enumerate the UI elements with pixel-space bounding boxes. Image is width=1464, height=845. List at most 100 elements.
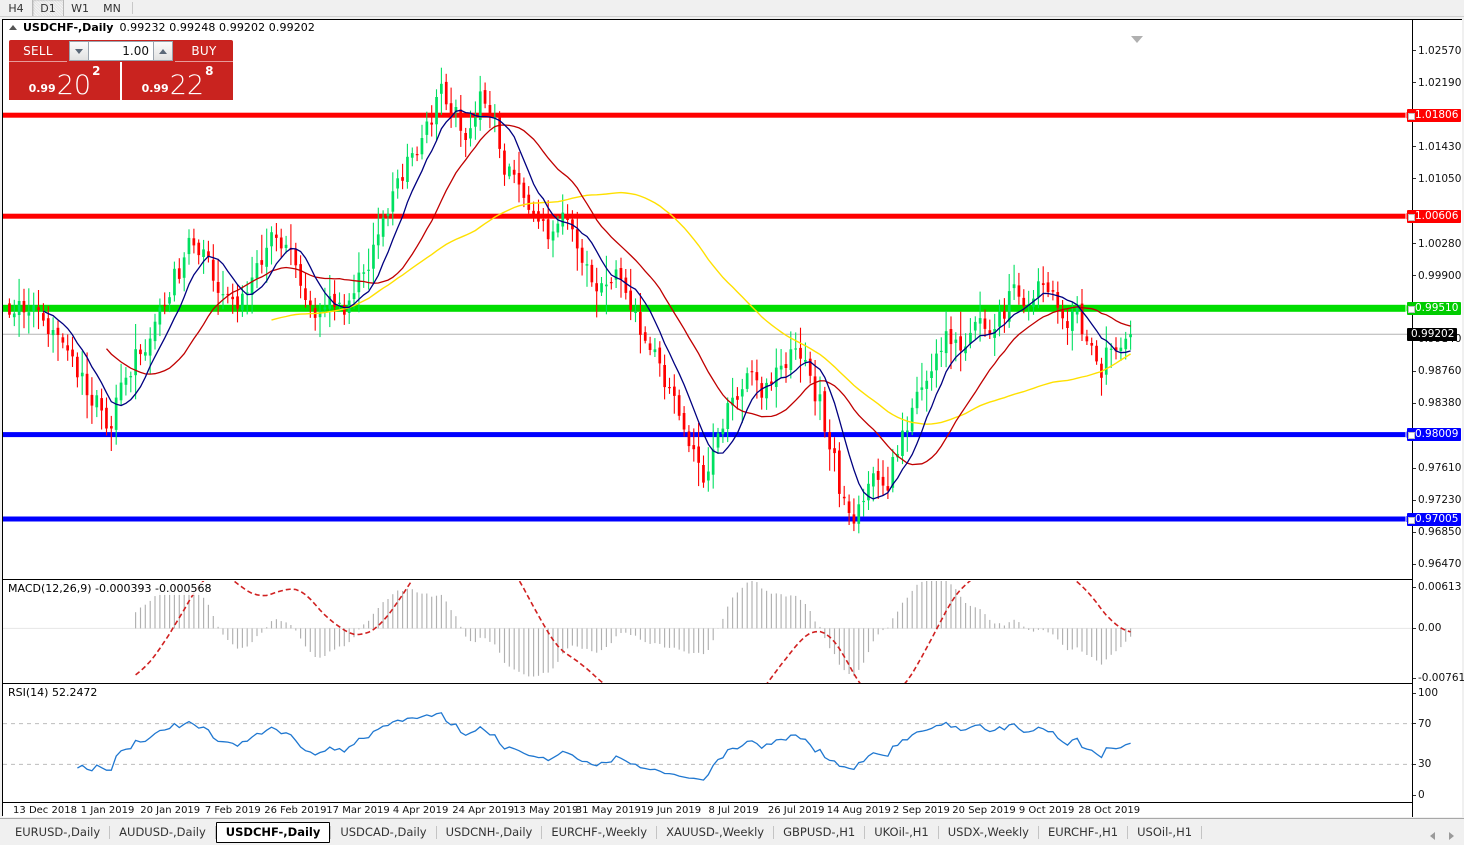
macd-pane[interactable]: MACD(12,26,9) -0.000393 -0.000568 <box>3 581 1413 684</box>
date-tick: 8 Jul 2019 <box>708 805 759 816</box>
price-tick: 0.97610 <box>1413 462 1463 474</box>
chevron-down-icon <box>75 48 83 54</box>
chart-tab-ukoil-h1[interactable]: UKOil-,H1 <box>874 825 929 839</box>
level-price-chip-resistance[interactable]: 1.00606 <box>1407 209 1462 223</box>
volume-increase-button[interactable] <box>153 41 173 61</box>
chart-tab-usdcad-daily[interactable]: USDCAD-,Daily <box>340 825 427 839</box>
sell-price-prefix: 0.99 <box>28 82 56 95</box>
chart-tab-gbpusd-h1[interactable]: GBPUSD-,H1 <box>783 825 856 839</box>
tab-divider <box>773 825 775 839</box>
date-tick: 9 Oct 2019 <box>1018 805 1075 816</box>
sell-button[interactable]: SELL <box>9 40 67 62</box>
timeframe-d1[interactable]: D1 <box>32 0 64 16</box>
level-price-chip-pivot[interactable]: 0.99510 <box>1407 301 1462 315</box>
scroll-position-marker-icon[interactable] <box>1131 36 1143 43</box>
date-tick: 24 Apr 2019 <box>452 805 515 816</box>
price-tick: 0.96850 <box>1413 526 1463 538</box>
date-tick: 17 Mar 2019 <box>326 805 390 816</box>
tab-scroll-controls <box>1430 832 1454 840</box>
date-axis[interactable]: 13 Dec 2018 1 Jan 2019 20 Jan 2019 7 Feb 20… <box>3 804 1413 817</box>
level-price-chip-support[interactable]: 0.98009 <box>1407 428 1462 442</box>
tab-divider <box>1201 825 1203 839</box>
rsi-tick: 70 <box>1413 718 1463 730</box>
price-scale[interactable]: 1.02570 1.02190 1.01430 1.01050 1.00280 0.999… <box>1407 20 1464 817</box>
scroll-left-icon[interactable] <box>1430 832 1435 840</box>
date-tick: 13 May 2019 <box>513 805 579 816</box>
collapse-triangle-icon[interactable] <box>9 25 17 30</box>
tab-divider <box>864 825 866 839</box>
level-price-chip-resistance[interactable]: 1.01806 <box>1407 108 1462 122</box>
chart-tab-audusd-daily[interactable]: AUDUSD-,Daily <box>119 825 206 839</box>
chart-tab-usdcnh-daily[interactable]: USDCNH-,Daily <box>445 825 533 839</box>
buy-price-fraction: 8 <box>205 64 214 78</box>
macd-chart <box>3 581 1413 683</box>
sell-price-cell[interactable]: 0.99 20 2 <box>9 62 120 100</box>
macd-tick: 0.00613 <box>1413 581 1463 593</box>
timeframe-toolbar: H4 D1 W1 MN <box>0 0 1464 17</box>
tab-divider <box>214 825 216 839</box>
buy-button[interactable]: BUY <box>175 40 233 62</box>
chart-tab-strip: EURUSD-,Daily AUDUSD-,Daily USDCHF-,Daily U… <box>0 818 1464 845</box>
date-tick: 2 Sep 2019 <box>892 805 950 816</box>
trade-panel-top-row: SELL 1.00 BUY <box>9 40 233 62</box>
scroll-right-icon[interactable] <box>1449 832 1454 840</box>
price-tick: 1.02570 <box>1413 45 1463 57</box>
date-tick: 31 May 2019 <box>575 805 641 816</box>
buy-price-cell[interactable]: 0.99 22 8 <box>122 62 233 100</box>
chart-tab-eurusd-daily[interactable]: EURUSD-,Daily <box>15 825 101 839</box>
date-tick: 13 Dec 2018 <box>13 805 77 816</box>
price-tick: 1.01050 <box>1413 173 1463 185</box>
buy-price-main: 22 <box>169 70 205 101</box>
volume-decrease-button[interactable] <box>69 41 89 61</box>
chart-symbol-label: USDCHF-,Daily <box>23 21 114 34</box>
tab-divider <box>937 825 939 839</box>
chart-tab-eurchf-weekly[interactable]: EURCHF-,Weekly <box>551 825 648 839</box>
price-tick: 0.98380 <box>1413 397 1463 409</box>
timeframe-h4[interactable]: H4 <box>8 1 24 15</box>
timeframe-w1[interactable]: W1 <box>71 1 89 15</box>
tab-divider <box>435 825 437 839</box>
level-price-chip-support[interactable]: 0.97005 <box>1407 512 1462 526</box>
timeframe-mn[interactable]: MN <box>103 1 121 15</box>
rsi-tick: 100 <box>1413 687 1463 699</box>
date-tick: 19 Jun 2019 <box>640 805 702 816</box>
price-tick: 0.99900 <box>1413 270 1463 282</box>
sell-price-main: 20 <box>56 70 92 101</box>
chart-tab-usdchf-daily[interactable]: USDCHF-,Daily <box>215 821 331 843</box>
date-tick: 20 Sep 2019 <box>952 805 1016 816</box>
chart-tab-usoil-h1[interactable]: USOil-,H1 <box>1137 825 1193 839</box>
rsi-label: RSI(14) 52.2472 <box>7 686 99 699</box>
rsi-pane[interactable]: RSI(14) 52.2472 <box>3 685 1413 803</box>
sell-price-fraction: 2 <box>92 64 101 78</box>
chart-window: USDCHF-,Daily 0.99232 0.99248 0.99202 0.… <box>2 19 1464 817</box>
volume-stepper: 1.00 <box>67 40 175 62</box>
chart-tab-usdx-weekly[interactable]: USDX-,Weekly <box>947 825 1029 839</box>
toolbar-divider <box>132 2 133 14</box>
tab-divider <box>330 825 332 839</box>
date-tick: 28 Oct 2019 <box>1078 805 1141 816</box>
one-click-trading-panel: SELL 1.00 BUY 0.99 20 2 0.99 22 8 <box>9 40 233 100</box>
price-tick: 0.97230 <box>1413 494 1463 506</box>
price-pane[interactable] <box>3 35 1413 580</box>
macd-label: MACD(12,26,9) -0.000393 -0.000568 <box>7 582 213 595</box>
price-tick: 0.98760 <box>1413 365 1463 377</box>
date-tick: 4 Apr 2019 <box>392 805 449 816</box>
chart-ohlc-label: 0.99232 0.99248 0.99202 0.99202 <box>119 21 315 34</box>
candlestick-chart <box>3 67 1413 534</box>
volume-input[interactable]: 1.00 <box>89 41 153 61</box>
macd-tick: -0.007612 <box>1413 672 1464 684</box>
chart-tab-eurchf-h1[interactable]: EURCHF-,H1 <box>1047 825 1119 839</box>
date-tick: 20 Jan 2019 <box>140 805 201 816</box>
rsi-chart <box>3 712 1413 781</box>
rsi-tick: 0 <box>1413 789 1463 801</box>
tab-divider <box>1127 825 1129 839</box>
date-tick: 1 Jan 2019 <box>80 805 135 816</box>
date-tick: 14 Aug 2019 <box>826 805 891 816</box>
date-tick: 26 Feb 2019 <box>264 805 327 816</box>
chart-tab-xauusd-weekly[interactable]: XAUUSD-,Weekly <box>666 825 765 839</box>
date-tick: 26 Jul 2019 <box>767 805 825 816</box>
trade-panel-prices: 0.99 20 2 0.99 22 8 <box>9 62 233 100</box>
current-price-chip: 0.99202 <box>1407 327 1458 341</box>
chevron-up-icon <box>159 48 167 54</box>
